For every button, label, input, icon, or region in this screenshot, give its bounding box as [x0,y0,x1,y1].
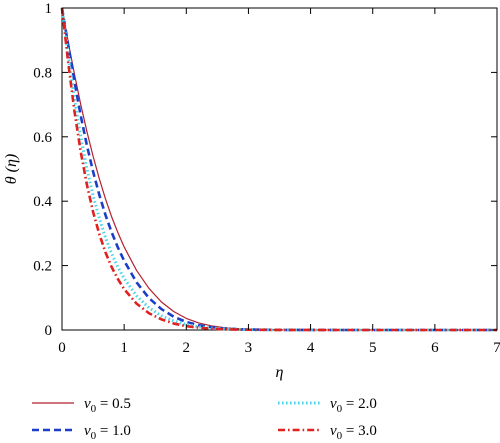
x-tick-label: 1 [120,340,128,356]
legend-item-4: ν0 = 3.0 [278,423,377,442]
x-tick-label: 3 [245,340,253,356]
ticks-layer: 0 1 2 3 4 5 6 7 0 0.2 0.4 0.6 0.8 1 [33,1,500,356]
x-tick-label: 6 [431,340,439,356]
x-tick-label: 7 [493,340,500,356]
legend-item-2: ν0 = 1.0 [32,423,131,442]
y-axis-label: θ (η) [3,154,20,184]
x-axis-label: η [276,364,284,381]
legend-label: ν0 = 3.0 [330,423,377,442]
y-tick-label: 0.6 [33,130,52,146]
series-line-3 [60,7,497,332]
legend-label: ν0 = 0.5 [84,396,131,415]
legend-label: ν0 = 1.0 [84,423,131,442]
y-tick-label: 1 [45,1,53,17]
y-tick-label: 0.2 [33,259,52,275]
plot-frame [61,7,498,331]
legend: ν0 = 0.5 ν0 = 2.0 ν0 = 1.0 ν0 = 3.0 [32,396,377,442]
legend-item-1: ν0 = 0.5 [32,396,131,415]
x-tick-label: 4 [307,340,315,356]
legend-label: ν0 = 2.0 [330,396,377,415]
y-tick-label: 0.8 [33,65,52,81]
x-tick-label: 0 [58,340,66,356]
x-tick-label: 5 [369,340,377,356]
y-tick-label: 0 [45,323,53,339]
x-tick-label: 2 [183,340,191,356]
series-line-4 [60,7,497,332]
series-line-2 [60,7,497,332]
legend-item-3: ν0 = 2.0 [278,396,377,415]
series-line-1 [61,7,497,331]
plot-area: 0 1 2 3 4 5 6 7 0 0.2 0.4 0.6 0.8 1 [33,1,500,356]
y-tick-label: 0.4 [33,194,52,210]
series-layer [60,7,497,332]
